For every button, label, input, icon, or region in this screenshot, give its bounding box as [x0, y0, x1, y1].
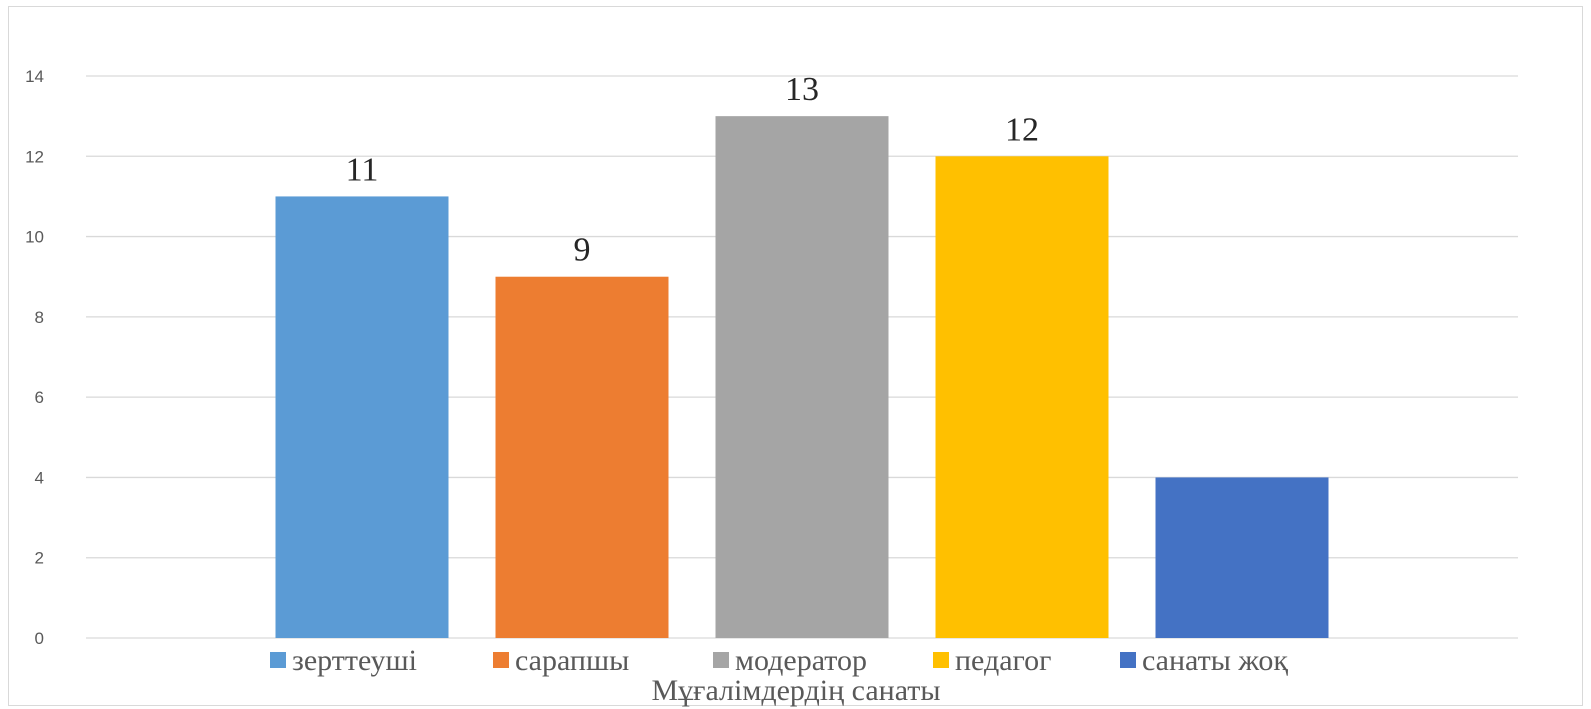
y-tick-label: 6 [35, 388, 44, 407]
y-tick-label: 8 [35, 308, 44, 327]
legend-label: зерттеуші [292, 644, 417, 677]
legend-swatch [933, 652, 949, 668]
legend-swatch [713, 652, 729, 668]
x-axis-title: Мұғалімдердің санаты [651, 674, 940, 707]
data-label: 9 [574, 232, 591, 269]
y-tick-label: 10 [25, 228, 44, 247]
legend-swatch [1120, 652, 1136, 668]
bar-4 [1155, 477, 1329, 638]
y-tick-label: 0 [35, 629, 44, 648]
data-label: 13 [785, 71, 819, 108]
y-tick-label: 14 [25, 67, 44, 86]
y-tick-label: 4 [35, 468, 44, 487]
bar-3 [935, 156, 1109, 639]
legend-label: модератор [735, 644, 867, 677]
bar-0 [275, 196, 449, 638]
y-tick-label: 2 [35, 549, 44, 568]
legend-label: педагог [955, 644, 1051, 677]
legend-swatch [493, 652, 509, 668]
bar-2 [715, 116, 889, 638]
legend-label: санаты жоқ [1142, 644, 1288, 677]
legend-swatch [270, 652, 286, 668]
bars [275, 116, 1329, 639]
bar-1 [495, 276, 669, 638]
data-label: 12 [1005, 111, 1039, 148]
data-labels: 11 9 13 12 [346, 71, 1039, 269]
y-axis-ticks: 0 2 4 6 8 10 12 14 [25, 67, 44, 648]
legend: зерттеуші сарапшы модератор педагог санаты ж… [270, 644, 1288, 677]
data-label: 11 [346, 151, 379, 188]
legend-label: сарапшы [515, 644, 629, 677]
y-tick-label: 12 [25, 147, 44, 166]
